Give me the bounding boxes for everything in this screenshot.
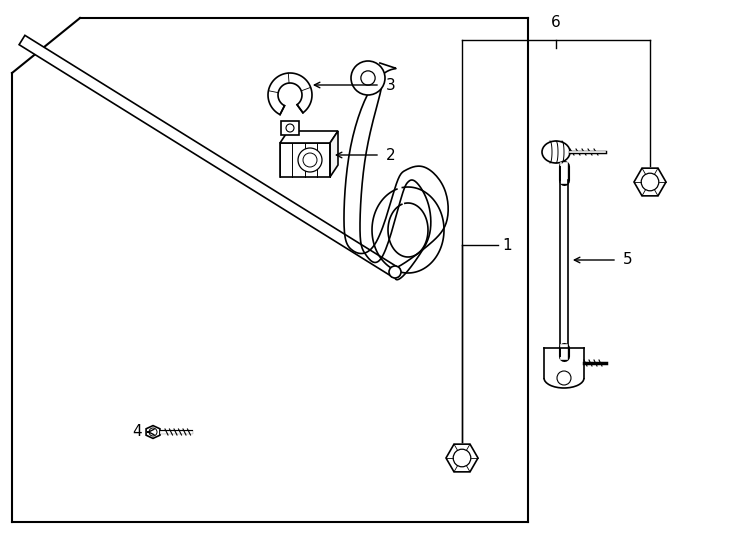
Circle shape bbox=[149, 428, 157, 436]
Polygon shape bbox=[446, 444, 478, 472]
Text: 3: 3 bbox=[386, 78, 396, 92]
Polygon shape bbox=[280, 131, 338, 143]
Circle shape bbox=[361, 71, 375, 85]
Circle shape bbox=[298, 148, 322, 172]
Ellipse shape bbox=[542, 141, 570, 163]
Polygon shape bbox=[634, 168, 666, 196]
Text: 6: 6 bbox=[551, 15, 561, 30]
Polygon shape bbox=[146, 426, 160, 438]
Circle shape bbox=[351, 61, 385, 95]
Text: 1: 1 bbox=[502, 238, 512, 253]
Circle shape bbox=[453, 449, 470, 467]
Bar bbox=[280, 143, 330, 177]
Text: 2: 2 bbox=[386, 147, 396, 163]
Polygon shape bbox=[268, 73, 312, 114]
Polygon shape bbox=[330, 131, 338, 177]
Polygon shape bbox=[19, 35, 398, 276]
Circle shape bbox=[557, 371, 571, 385]
Text: 5: 5 bbox=[623, 253, 633, 267]
Bar bbox=[281, 121, 299, 135]
Circle shape bbox=[286, 124, 294, 132]
Text: 4: 4 bbox=[132, 424, 142, 440]
Circle shape bbox=[642, 173, 659, 191]
Circle shape bbox=[389, 266, 401, 278]
Circle shape bbox=[303, 153, 317, 167]
